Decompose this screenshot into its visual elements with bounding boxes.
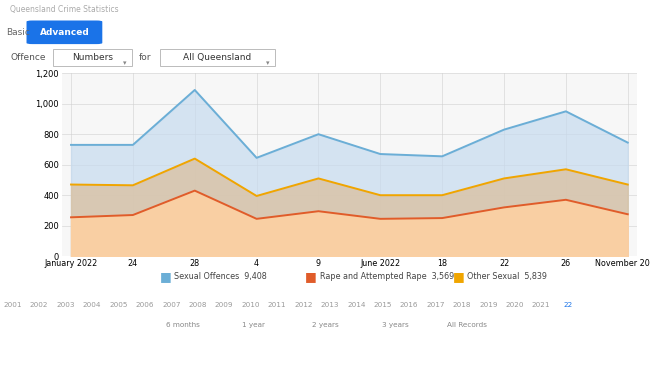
Text: 3 years: 3 years (382, 322, 410, 328)
Text: 2019: 2019 (479, 302, 498, 308)
Text: ■: ■ (305, 270, 317, 283)
Text: Advanced: Advanced (40, 27, 89, 37)
Text: ■: ■ (160, 270, 172, 283)
Text: Basic: Basic (6, 27, 30, 37)
FancyBboxPatch shape (27, 20, 102, 44)
Text: ■: ■ (452, 270, 464, 283)
Text: 2011: 2011 (268, 302, 286, 308)
Text: Queensland Crime Statistics: Queensland Crime Statistics (10, 5, 118, 15)
Text: 2008: 2008 (188, 302, 207, 308)
Text: All Records: All Records (447, 322, 487, 328)
Text: 2002: 2002 (30, 302, 49, 308)
Text: 2016: 2016 (400, 302, 419, 308)
Text: for: for (139, 53, 151, 62)
Text: Dec: Dec (618, 313, 631, 319)
Text: 2 years: 2 years (311, 322, 338, 328)
FancyBboxPatch shape (53, 49, 131, 66)
Text: 6 months: 6 months (166, 322, 200, 328)
Text: Rape and Attempted Rape  3,569: Rape and Attempted Rape 3,569 (320, 272, 454, 281)
Text: 2013: 2013 (320, 302, 339, 308)
Text: Jan 2022: Jan 2022 (555, 313, 586, 319)
Text: 2010: 2010 (241, 302, 260, 308)
Text: 1 year: 1 year (242, 322, 265, 328)
Text: Numbers: Numbers (72, 53, 113, 62)
Text: Other Sexual  5,839: Other Sexual 5,839 (467, 272, 547, 281)
Text: 2020: 2020 (506, 302, 524, 308)
Text: 2001: 2001 (3, 302, 22, 308)
Text: 2009: 2009 (215, 302, 233, 308)
Text: ▾: ▾ (123, 60, 126, 66)
Text: Sexual Offences  9,408: Sexual Offences 9,408 (174, 272, 267, 281)
Text: 2005: 2005 (109, 302, 128, 308)
Text: ▾: ▾ (266, 60, 269, 66)
Text: 2007: 2007 (162, 302, 181, 308)
Text: 2018: 2018 (452, 302, 471, 308)
FancyBboxPatch shape (161, 49, 275, 66)
Text: 2012: 2012 (294, 302, 313, 308)
Text: 2017: 2017 (426, 302, 445, 308)
Text: 2004: 2004 (83, 302, 101, 308)
Text: 2015: 2015 (374, 302, 392, 308)
Text: 2021: 2021 (532, 302, 551, 308)
Text: All Queensland: All Queensland (183, 53, 252, 62)
Text: 22: 22 (563, 302, 572, 308)
Text: Offence: Offence (10, 53, 46, 62)
Text: 2014: 2014 (347, 302, 365, 308)
Text: 2006: 2006 (136, 302, 154, 308)
Text: 2003: 2003 (57, 302, 75, 308)
